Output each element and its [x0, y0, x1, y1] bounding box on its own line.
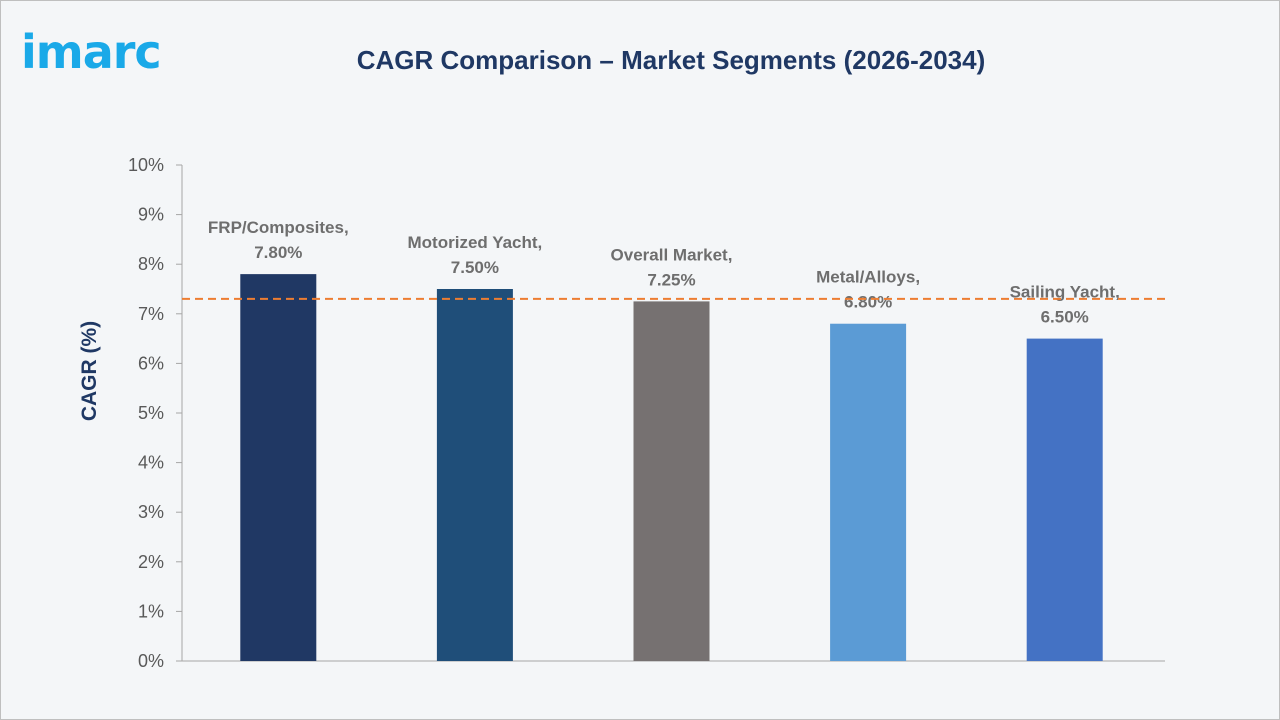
bar-value-label: 7.80%	[254, 243, 302, 262]
y-tick-label: 8%	[138, 254, 164, 274]
bar-value-label: 6.50%	[1041, 308, 1089, 327]
bar-category-label: Sailing Yacht,	[1010, 283, 1120, 302]
y-tick-label: 10%	[128, 155, 164, 175]
bar-category-label: FRP/Composites,	[208, 218, 349, 237]
y-tick-label: 6%	[138, 353, 164, 373]
bar-category-label: Motorized Yacht,	[408, 233, 543, 252]
bar	[436, 289, 513, 661]
chart-title: CAGR Comparison – Market Segments (2026-…	[356, 45, 986, 75]
y-tick-label: 3%	[138, 502, 164, 522]
bar	[240, 274, 317, 661]
bars-group	[240, 274, 1103, 661]
bar	[830, 323, 907, 661]
y-axis-label: CAGR (%)	[78, 321, 101, 421]
bar-value-label: 7.50%	[451, 258, 499, 277]
y-tick-label: 0%	[138, 651, 164, 671]
imarc-logo: imarc	[21, 25, 162, 79]
y-tick-label: 9%	[138, 205, 164, 225]
chart-axes: 0% 1% 2% 3% 4% 5% 6% 7% 8% 9% 10%	[128, 155, 1165, 671]
bar-category-label: Metal/Alloys,	[816, 268, 920, 287]
bar-value-label: 7.25%	[647, 270, 695, 289]
bar-value-label: 6.80%	[844, 293, 892, 312]
y-tick-label: 2%	[138, 552, 164, 572]
y-tick-label: 4%	[138, 453, 164, 473]
bar-labels-group: FRP/Composites, 7.80% Motorized Yacht, 7.50…	[208, 218, 1120, 326]
bar	[633, 301, 710, 661]
y-tick-label: 1%	[138, 601, 164, 621]
y-tick-label: 7%	[138, 304, 164, 324]
y-tick-label: 5%	[138, 403, 164, 423]
bar-category-label: Overall Market,	[611, 245, 733, 264]
bar	[1026, 338, 1103, 661]
